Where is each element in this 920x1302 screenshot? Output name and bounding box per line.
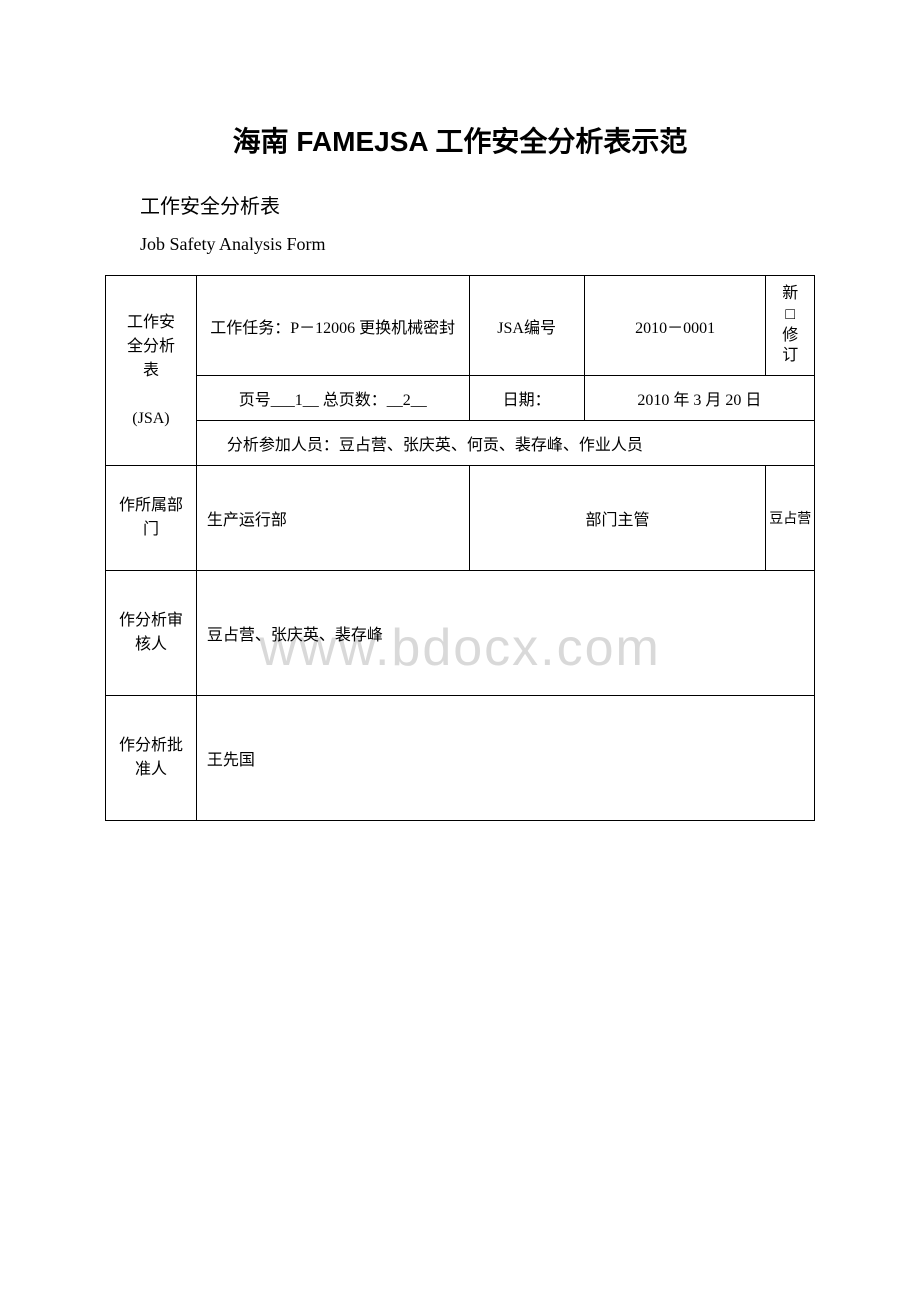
jsa-label: 工作安全分析表 [127, 314, 175, 379]
department-label-cell: 作所属部门 [106, 466, 197, 571]
manager-value-cell: 豆占营 [766, 466, 815, 571]
subtitle-en: Job Safety Analysis Form [140, 234, 815, 255]
approver-label-cell: 作分析批准人 [106, 696, 197, 821]
status-new: 新 [782, 285, 798, 302]
jsa-form-table: 工作安全分析表 (JSA) 工作任务：P－12006 更换机械密封 JSA编号 … [105, 275, 815, 821]
department-value-cell: 生产运行部 [196, 466, 469, 571]
reviewer-value-cell: 豆占营、张庆英、裴存峰 [196, 571, 814, 696]
jsa-label-cell: 工作安全分析表 (JSA) [106, 276, 197, 466]
header-row-3: 分析参加人员：豆占营、张庆英、何贡、裴存峰、作业人员 [106, 421, 815, 466]
date-value-cell: 2010 年 3 月 20 日 [584, 376, 814, 421]
manager-label-cell: 部门主管 [469, 466, 766, 571]
approver-value-cell: 王先国 [196, 696, 814, 821]
number-value-cell: 2010－0001 [584, 276, 766, 376]
department-row: 作所属部门 生产运行部 部门主管 豆占营 [106, 466, 815, 571]
header-row-1: 工作安全分析表 (JSA) 工作任务：P－12006 更换机械密封 JSA编号 … [106, 276, 815, 376]
header-row-2: 页号___1__ 总页数：__2__ 日期： 2010 年 3 月 20 日 [106, 376, 815, 421]
reviewer-row: 作分析审核人 豆占营、张庆英、裴存峰 [106, 571, 815, 696]
page-label-cell: 页号___1__ 总页数：__2__ [196, 376, 469, 421]
jsa-abbr: (JSA) [132, 410, 169, 427]
document-title: 海南 FAMEJSA 工作安全分析表示范 [105, 120, 815, 160]
task-cell: 工作任务：P－12006 更换机械密封 [196, 276, 469, 376]
page-container: 海南 FAMEJSA 工作安全分析表示范 工作安全分析表 Job Safety … [0, 0, 920, 901]
status-checkbox: □ [785, 306, 795, 323]
reviewer-label-cell: 作分析审核人 [106, 571, 197, 696]
date-label-cell: 日期： [469, 376, 584, 421]
approver-row: 作分析批准人 王先国 [106, 696, 815, 821]
status-revised: 修订 [782, 327, 798, 365]
status-cell: 新 □ 修订 [766, 276, 815, 376]
subtitle-cn: 工作安全分析表 [140, 190, 815, 219]
number-label-cell: JSA编号 [469, 276, 584, 376]
participants-cell: 分析参加人员：豆占营、张庆英、何贡、裴存峰、作业人员 [196, 421, 814, 466]
